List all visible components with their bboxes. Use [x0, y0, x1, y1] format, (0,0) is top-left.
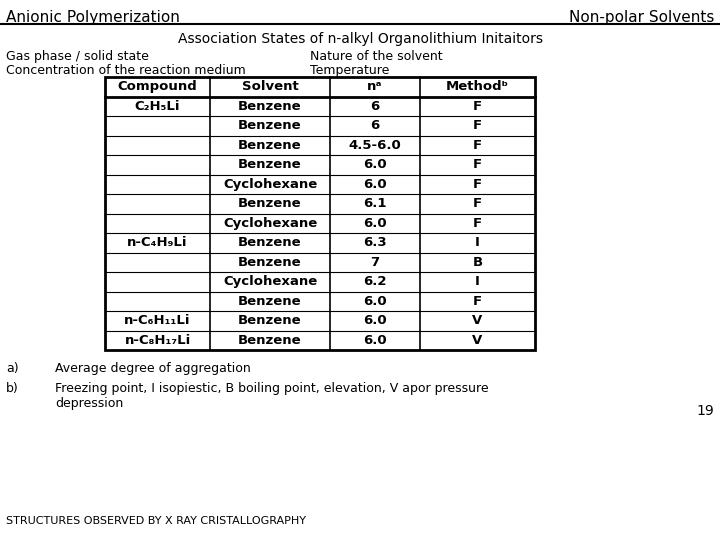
Text: I: I [475, 275, 480, 288]
Text: F: F [473, 139, 482, 152]
Text: b): b) [6, 382, 19, 395]
Text: Nature of the solvent: Nature of the solvent [310, 50, 443, 63]
Text: F: F [473, 119, 482, 132]
Text: F: F [473, 295, 482, 308]
Text: Concentration of the reaction medium: Concentration of the reaction medium [6, 64, 246, 77]
Text: Association States of n-alkyl Organolithium Initaitors: Association States of n-alkyl Organolith… [178, 32, 542, 46]
Text: 6: 6 [370, 100, 379, 113]
Text: STRUCTURES OBSERVED BY X RAY CRISTALLOGRAPHY: STRUCTURES OBSERVED BY X RAY CRISTALLOGR… [6, 516, 306, 526]
Text: 6.0: 6.0 [363, 158, 387, 171]
Text: Methodᵇ: Methodᵇ [446, 80, 509, 93]
Text: Benzene: Benzene [238, 100, 302, 113]
Text: 6.0: 6.0 [363, 178, 387, 191]
Text: Solvent: Solvent [242, 80, 298, 93]
Text: 19: 19 [696, 404, 714, 418]
Text: I: I [475, 237, 480, 249]
Text: Freezing point, I isopiestic, B boiling point, elevation, V apor pressure
depres: Freezing point, I isopiestic, B boiling … [55, 382, 489, 410]
Text: n-C₄H₉Li: n-C₄H₉Li [127, 237, 188, 249]
Text: Cyclohexane: Cyclohexane [223, 217, 317, 230]
Text: Temperature: Temperature [310, 64, 390, 77]
Text: 6.2: 6.2 [364, 275, 387, 288]
Text: 4.5-6.0: 4.5-6.0 [348, 139, 401, 152]
Text: Cyclohexane: Cyclohexane [223, 178, 317, 191]
Text: Benzene: Benzene [238, 314, 302, 327]
Text: Non-polar Solvents: Non-polar Solvents [569, 10, 714, 25]
Text: 6.0: 6.0 [363, 334, 387, 347]
Text: 6.0: 6.0 [363, 314, 387, 327]
Text: C₂H₅Li: C₂H₅Li [135, 100, 180, 113]
Text: Compound: Compound [117, 80, 197, 93]
Bar [105, 77, 535, 350]
Text: nᵃ: nᵃ [367, 80, 383, 93]
Text: B: B [472, 256, 482, 269]
Text: n-C₈H₁₇Li: n-C₈H₁₇Li [125, 334, 191, 347]
Text: Benzene: Benzene [238, 334, 302, 347]
Text: 6.0: 6.0 [363, 295, 387, 308]
Text: V: V [472, 334, 482, 347]
Text: F: F [473, 178, 482, 191]
Text: Benzene: Benzene [238, 295, 302, 308]
Text: F: F [473, 197, 482, 210]
Text: Benzene: Benzene [238, 158, 302, 171]
Text: n-C₆H₁₁Li: n-C₆H₁₁Li [125, 314, 191, 327]
Text: 6.0: 6.0 [363, 217, 387, 230]
Text: Cyclohexane: Cyclohexane [223, 275, 317, 288]
Text: Benzene: Benzene [238, 256, 302, 269]
Text: 6.1: 6.1 [364, 197, 387, 210]
Text: V: V [472, 314, 482, 327]
Text: F: F [473, 217, 482, 230]
Text: Benzene: Benzene [238, 139, 302, 152]
Text: Gas phase / solid state: Gas phase / solid state [6, 50, 149, 63]
Text: Benzene: Benzene [238, 119, 302, 132]
Text: Benzene: Benzene [238, 197, 302, 210]
Text: 6: 6 [370, 119, 379, 132]
Text: F: F [473, 158, 482, 171]
Text: Average degree of aggregation: Average degree of aggregation [55, 362, 251, 375]
Text: Anionic Polymerization: Anionic Polymerization [6, 10, 180, 25]
Text: 7: 7 [370, 256, 379, 269]
Text: 6.3: 6.3 [363, 237, 387, 249]
Text: a): a) [6, 362, 19, 375]
Text: Benzene: Benzene [238, 237, 302, 249]
Text: F: F [473, 100, 482, 113]
